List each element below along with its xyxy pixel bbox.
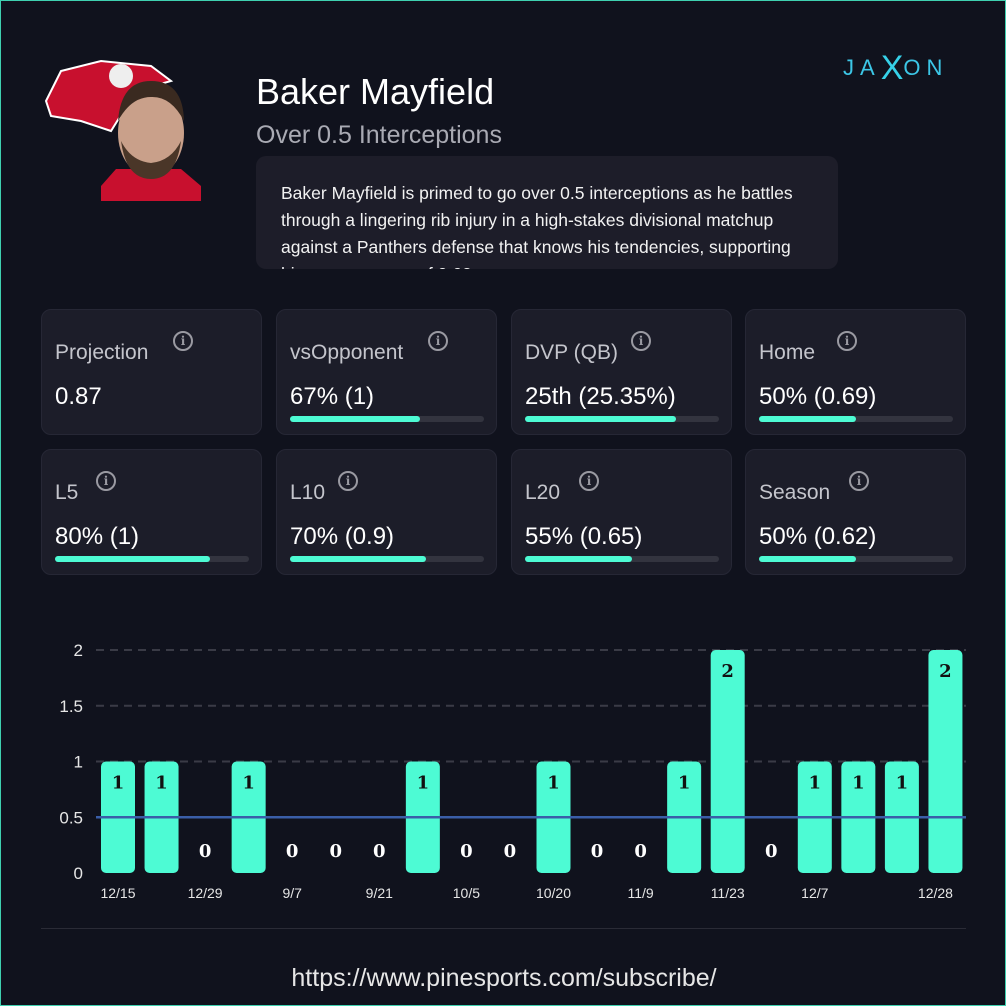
stat-value: 55% (0.65): [525, 523, 643, 550]
info-icon[interactable]: i: [579, 471, 599, 491]
stat-progress-fill: [759, 416, 856, 422]
stat-progress-fill: [290, 556, 426, 562]
interceptions-bar-chart: 0 0.5 1 1.5 2 1 12/15 1 0 12/29 1 0 9/7 0 0 9/21 1 0 10/5 0…: [59, 641, 966, 901]
stat-progress-bar: [290, 556, 484, 562]
stat-value: 50% (0.62): [759, 523, 877, 550]
analysis-blurb: Baker Mayfield is primed to go over 0.5 …: [256, 156, 838, 269]
bar-value-label: 1: [155, 773, 168, 794]
stat-label: vsOpponent: [290, 341, 404, 364]
x-tick-label: 10/20: [536, 885, 571, 901]
stat-value: 50% (0.69): [759, 383, 877, 410]
player-name: Baker Mayfield: [256, 71, 495, 112]
stat-card-projection: Projection i 0.87: [41, 309, 262, 435]
bar-value-label: 1: [417, 773, 430, 794]
bar-value-label: 1: [678, 773, 691, 794]
bar-value-label: 0: [199, 841, 212, 862]
stat-label: DVP (QB): [525, 341, 618, 364]
bar-value-label: 0: [634, 841, 647, 862]
brand-logo: JAXON: [843, 49, 948, 88]
stat-value: 0.87: [55, 383, 102, 410]
stat-value: 67% (1): [290, 383, 375, 410]
bar[interactable]: [710, 650, 745, 873]
bar-value-label: 0: [765, 841, 778, 862]
subscribe-link[interactable]: https://www.pinesports.com/subscribe/: [291, 964, 717, 992]
x-tick-label: 11/9: [627, 885, 653, 901]
stat-label: L10: [290, 481, 326, 504]
bar[interactable]: [928, 650, 963, 873]
stat-progress-fill: [55, 556, 211, 562]
brand-text: JA: [843, 55, 881, 80]
stat-progress-bar: [290, 416, 484, 422]
stat-progress-fill: [290, 416, 420, 422]
x-tick-label: 12/29: [188, 885, 223, 901]
bar-value-label: 1: [852, 773, 865, 794]
stat-card-home: Home i 50% (0.69): [745, 309, 966, 435]
bar-value-label: 1: [809, 773, 822, 794]
y-tick-label: 2: [74, 641, 83, 660]
stat-card-dvp-qb-: DVP (QB) i 25th (25.35%): [511, 309, 732, 435]
stat-card-l10: L10 i 70% (0.9): [276, 449, 497, 575]
info-icon[interactable]: i: [428, 331, 448, 351]
brand-x: X: [880, 49, 904, 87]
bar-value-label: 1: [242, 773, 255, 794]
info-icon[interactable]: i: [96, 471, 116, 491]
x-tick-label: 12/7: [801, 885, 828, 901]
bar-value-label: 2: [721, 661, 734, 682]
info-icon[interactable]: i: [849, 471, 869, 491]
x-tick-label: 12/28: [918, 885, 953, 901]
brand-text: ON: [903, 55, 949, 80]
player-beard: [121, 141, 181, 179]
bar-value-label: 1: [896, 773, 909, 794]
stat-progress-fill: [525, 556, 632, 562]
bar-value-label: 1: [112, 773, 125, 794]
bar-value-label: 0: [460, 841, 473, 862]
x-tick-label: 11/23: [711, 885, 745, 901]
stat-progress-fill: [759, 556, 856, 562]
player-jersey: [101, 169, 201, 201]
stat-card-season: Season i 50% (0.62): [745, 449, 966, 575]
stat-label: Projection: [55, 341, 149, 364]
x-tick-label: 10/5: [453, 885, 480, 901]
y-tick-label: 1.5: [59, 697, 83, 716]
stat-progress-fill: [525, 416, 677, 422]
bar-value-label: 1: [547, 773, 560, 794]
info-icon[interactable]: i: [338, 471, 358, 491]
stat-progress-bar: [759, 556, 953, 562]
bar-value-label: 0: [373, 841, 386, 862]
prop-title: Over 0.5 Interceptions: [256, 121, 502, 149]
x-tick-label: 12/15: [100, 885, 135, 901]
x-tick-label: 9/7: [282, 885, 302, 901]
stat-progress-bar: [55, 556, 249, 562]
divider: [41, 928, 966, 929]
stat-card-l5: L5 i 80% (1): [41, 449, 262, 575]
stat-value: 25th (25.35%): [525, 383, 676, 410]
x-tick-label: 9/21: [366, 885, 393, 901]
stat-value: 70% (0.9): [290, 523, 395, 550]
bar-value-label: 2: [939, 661, 952, 682]
stat-label: Season: [759, 481, 831, 504]
y-tick-label: 1: [74, 753, 83, 772]
player-hair: [118, 81, 184, 121]
bar-value-label: 0: [329, 841, 342, 862]
y-tick-label: 0.5: [59, 808, 83, 827]
stat-label: L5: [55, 481, 79, 504]
stat-progress-bar: [525, 556, 719, 562]
stat-progress-bar: [759, 416, 953, 422]
y-tick-label: 0: [74, 864, 83, 883]
stat-card-l20: L20 i 55% (0.65): [511, 449, 732, 575]
stat-value: 80% (1): [55, 523, 140, 550]
bar-value-label: 0: [504, 841, 517, 862]
bar-value-label: 0: [591, 841, 604, 862]
player-head: [118, 89, 184, 177]
info-icon[interactable]: i: [837, 331, 857, 351]
team-player-image: [44, 59, 201, 201]
stat-label: L20: [525, 481, 561, 504]
stat-card-vsopponent: vsOpponent i 67% (1): [276, 309, 497, 435]
info-icon[interactable]: i: [173, 331, 193, 351]
info-icon[interactable]: i: [631, 331, 651, 351]
skull-icon: [109, 64, 133, 88]
stat-progress-bar: [525, 416, 719, 422]
stat-label: Home: [759, 341, 816, 364]
bar-value-label: 0: [286, 841, 299, 862]
